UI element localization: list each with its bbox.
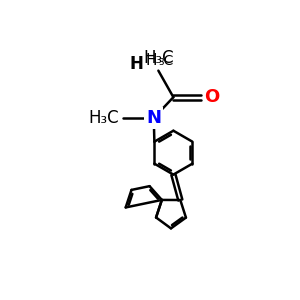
Text: H: H xyxy=(145,53,157,68)
Text: H: H xyxy=(131,55,143,73)
Text: O: O xyxy=(205,88,220,106)
Text: H₃C: H₃C xyxy=(143,49,174,67)
Text: ₃C: ₃C xyxy=(158,54,174,68)
Text: N: N xyxy=(146,109,161,127)
Text: H: H xyxy=(130,55,143,73)
Text: H₃C: H₃C xyxy=(88,109,119,127)
